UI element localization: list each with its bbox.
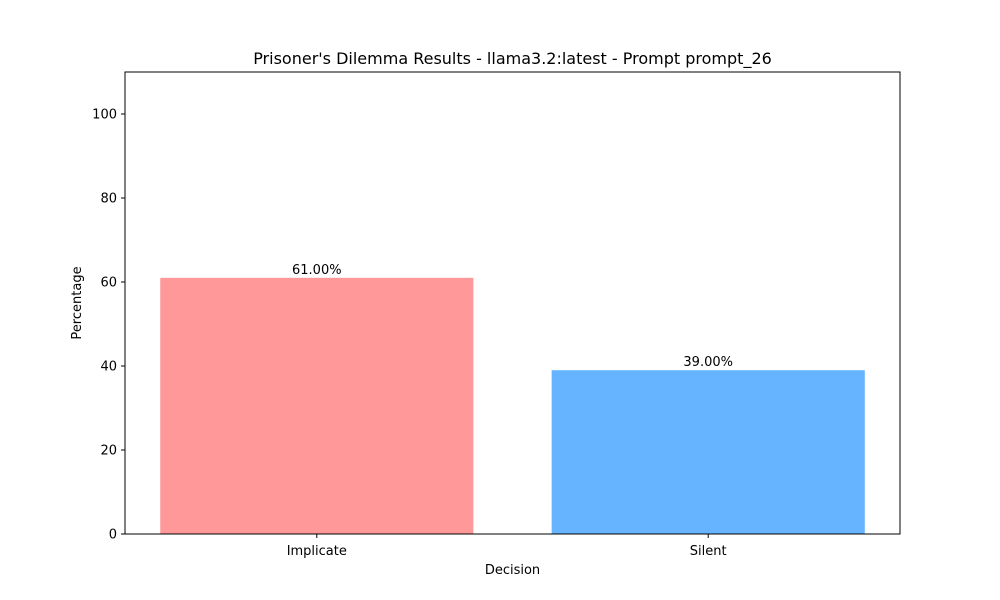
data-labels: 61.00% 39.00% xyxy=(292,263,733,370)
y-tick-label-100: 100 xyxy=(92,108,117,123)
data-label-implicate: 61.00% xyxy=(292,263,342,278)
bar-silent xyxy=(551,370,865,534)
bars xyxy=(160,277,865,534)
y-tick-label-20: 20 xyxy=(100,444,117,459)
y-axis: 0 20 40 60 80 100 xyxy=(92,108,125,543)
x-axis: Implicate Silent xyxy=(287,534,727,559)
y-tick-label-60: 60 xyxy=(100,276,117,291)
y-tick-label-40: 40 xyxy=(100,360,117,375)
y-tick-label-80: 80 xyxy=(100,192,117,207)
y-axis-label: Percentage xyxy=(70,266,85,339)
data-label-silent: 39.00% xyxy=(683,355,733,370)
plot-frame xyxy=(124,71,901,535)
chart-title: Prisoner's Dilemma Results - llama3.2:la… xyxy=(253,49,772,69)
x-axis-label: Decision xyxy=(485,563,540,578)
y-tick-label-0: 0 xyxy=(109,528,117,543)
x-tick-label-implicate: Implicate xyxy=(287,544,347,559)
bar-implicate xyxy=(160,277,474,534)
x-tick-label-silent: Silent xyxy=(690,544,727,559)
